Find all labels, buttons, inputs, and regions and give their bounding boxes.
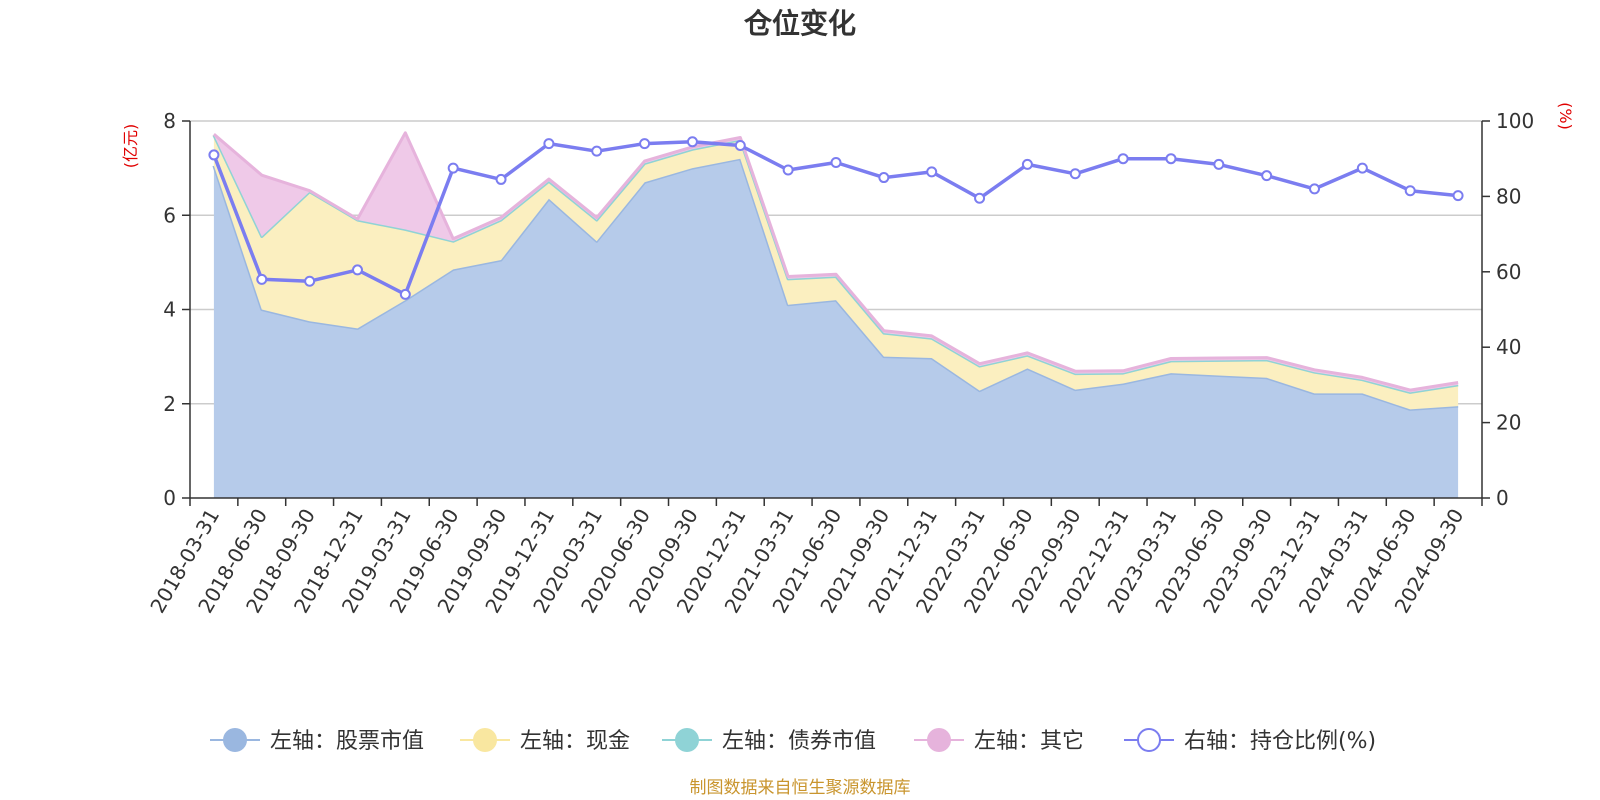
ratio-point [1404,185,1416,197]
legend-marker [927,728,951,752]
data-source-note: 制图数据来自恒生聚源数据库 [690,778,911,798]
right-tick-label: 0 [1496,486,1509,510]
legend-item-1: 左轴：股票市值 [210,728,424,754]
legend-marker [473,728,497,752]
ratio-point [447,162,459,174]
left-tick-label: 2 [163,392,176,416]
left-tick-label: 0 [163,486,176,510]
chart-title: 仓位变化 [744,7,856,40]
ratio-point [495,173,507,185]
ratio-point [782,164,794,176]
right-tick-label: 100 [1496,109,1534,133]
area-edge-series-4 [212,131,1459,392]
area-series-1 [213,158,1459,498]
legend-label: 左轴：股票市值 [270,729,424,754]
legend-item-3: 左轴：债券市值 [662,728,876,754]
ratio-point [926,166,938,178]
ratio-point [256,273,268,285]
ratio-point [686,136,698,148]
left-tick-label: 4 [163,298,176,322]
axes [182,120,1490,506]
ratio-point [1261,170,1273,182]
ratio-point [1165,153,1177,165]
ratio-point [878,172,890,184]
left-tick-label: 6 [163,203,176,227]
ratio-point [1117,153,1129,165]
ratio-point [1213,158,1225,170]
ratio-point [1309,183,1321,195]
legend-label: 左轴：现金 [520,729,630,754]
right-tick-label: 60 [1496,260,1521,284]
ratio-point [734,140,746,152]
legend-item-5: 右轴：持仓比例(%) [1124,728,1376,754]
ratio-point [543,138,555,150]
ratio-point [1069,168,1081,180]
ratio-point [399,288,411,300]
legend: 左轴：股票市值 左轴：现金 左轴：债券市值 左轴：其它 右轴：持仓比例(%) [210,728,1376,754]
ratio-point [830,156,842,168]
area-series-2 [213,135,1459,410]
ratio-point [1452,190,1464,202]
ratio-point [208,149,220,161]
holding-ratio-line [208,136,1464,300]
left-tick-label: 8 [163,109,176,133]
ratio-point [591,145,603,157]
left-axis-unit: (亿元) [121,124,140,169]
legend-label: 左轴：其它 [974,729,1084,754]
ratio-point [639,138,651,150]
legend-marker [1137,728,1161,752]
right-tick-label: 20 [1496,411,1521,435]
ratio-point [974,192,986,204]
legend-marker [675,728,699,752]
legend-label: 右轴：持仓比例(%) [1184,729,1376,754]
right-tick-label: 80 [1496,184,1521,208]
ratio-point [304,275,316,287]
legend-marker [223,728,247,752]
legend-item-2: 左轴：现金 [460,728,630,754]
ratio-point [351,264,363,276]
right-tick-label: 40 [1496,335,1521,359]
ratio-point [1356,162,1368,174]
right-axis-unit: (%) [1556,102,1575,130]
legend-item-4: 左轴：其它 [914,728,1084,754]
ratio-point [1021,158,1033,170]
legend-label: 左轴：债券市值 [722,729,876,754]
stacked-areas [212,131,1459,498]
